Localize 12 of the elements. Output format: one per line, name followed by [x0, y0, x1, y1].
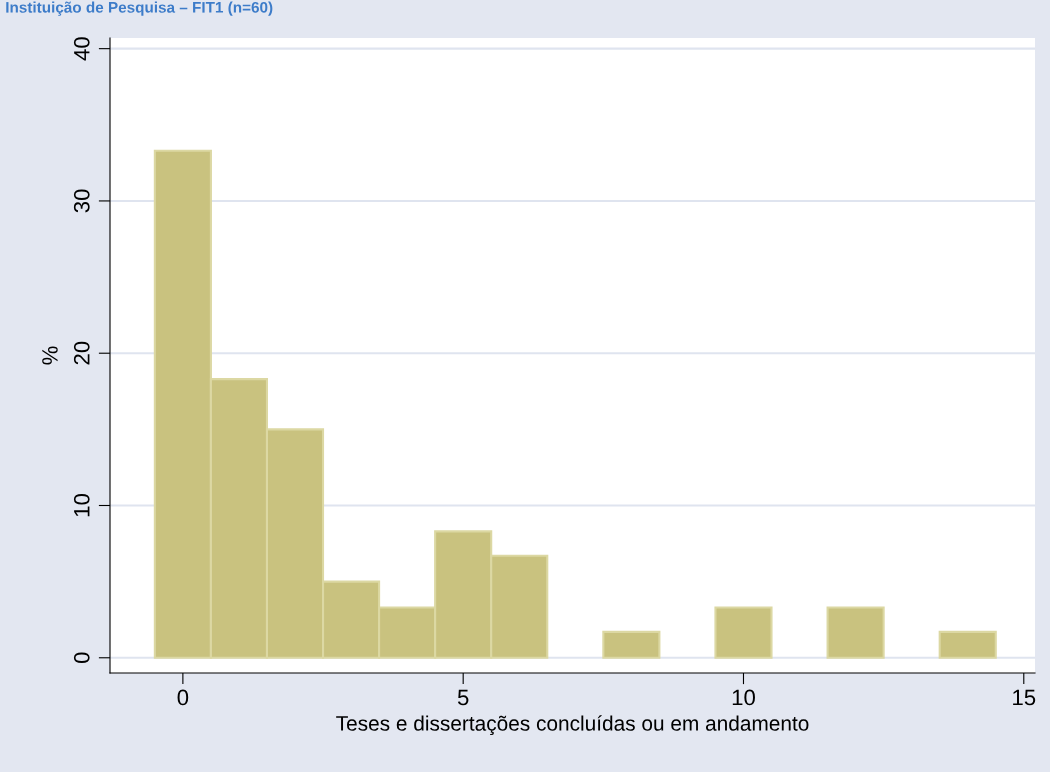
chart-title: Instituição de Pesquisa – FIT1 (n=60) — [6, 1, 273, 16]
x-tick-label: 0 — [177, 689, 189, 706]
y-tick-label: 0 — [73, 652, 90, 664]
y-tick-label: 40 — [73, 37, 90, 61]
y-tick-label: 20 — [73, 341, 90, 365]
x-tick-label: 15 — [1013, 689, 1036, 706]
x-tick-label: 10 — [732, 689, 755, 706]
x-axis-title: Teses e dissertações concluídas ou em andamento — [336, 715, 809, 735]
x-tick-label: 5 — [457, 689, 469, 706]
y-axis-title: % — [42, 346, 58, 365]
y-tick-label: 30 — [73, 189, 90, 213]
y-tick-label: 10 — [73, 494, 90, 517]
